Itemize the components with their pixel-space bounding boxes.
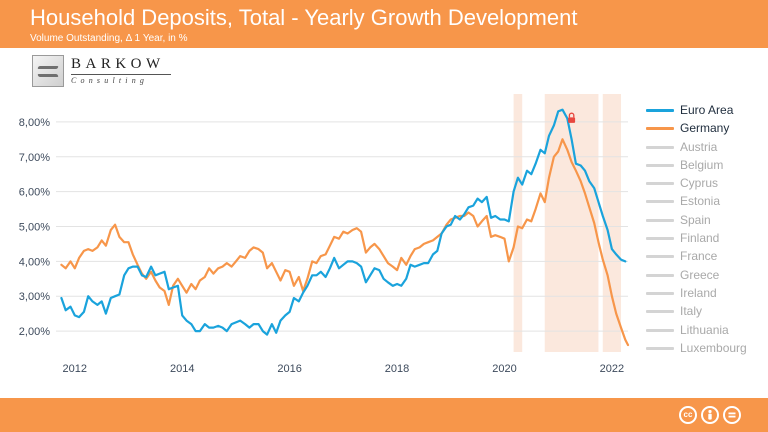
y-axis-ticks: 2,00% 3,00% 4,00% 5,00% 6,00% 7,00% 8,00%	[19, 117, 50, 338]
series-lines	[60, 108, 630, 347]
legend-label: Euro Area	[680, 103, 734, 117]
y-tick-label: 5,00%	[19, 221, 50, 233]
x-axis-ticks: 2012 2014 2016 2018 2020 2022	[63, 363, 625, 375]
legend-item-france[interactable]: France	[646, 248, 768, 266]
legend-label: Greece	[680, 267, 720, 282]
legend-item-lithuania[interactable]: Lithuania	[646, 322, 768, 340]
legend-label: Belgium	[680, 157, 724, 172]
legend-swatch	[646, 310, 674, 314]
x-tick-label: 2020	[492, 363, 516, 375]
legend-item-italy[interactable]: Italy	[646, 303, 768, 321]
legend-label: France	[680, 249, 718, 264]
legend-item-luxembourg[interactable]: Luxembourg	[646, 340, 768, 358]
x-tick-label: 2012	[63, 363, 87, 375]
logo-tagline: Consulting	[71, 76, 149, 85]
y-tick-label: 4,00%	[19, 256, 50, 268]
legend-item-estonia[interactable]: Estonia	[646, 193, 768, 211]
y-tick-label: 7,00%	[19, 152, 50, 164]
chart-subtitle: Volume Outstanding, Δ 1 Year, in %	[30, 33, 188, 44]
legend-label: Finland	[680, 231, 720, 246]
y-gridlines	[56, 121, 628, 332]
legend-item-ireland[interactable]: Ireland	[646, 285, 768, 303]
no-derivatives-icon	[723, 406, 741, 424]
shaded-period-2	[602, 94, 622, 352]
lock-icon	[568, 117, 576, 123]
legend-swatch	[646, 182, 674, 186]
legend-item-greece[interactable]: Greece	[646, 267, 768, 285]
legend-label: Austria	[680, 139, 718, 154]
legend-item-spain[interactable]: Spain	[646, 212, 768, 230]
legend-swatch	[646, 127, 674, 131]
x-tick-label: 2018	[385, 363, 409, 375]
x-tick-label: 2022	[600, 363, 624, 375]
legend-label: Ireland	[680, 285, 717, 300]
y-tick-label: 3,00%	[19, 291, 50, 303]
logo-rule	[71, 74, 171, 75]
barkow-logo: BARKOW Consulting	[30, 54, 175, 90]
y-tick-label: 2,00%	[19, 326, 50, 338]
legend-swatch	[646, 291, 674, 295]
legend-item-germany[interactable]: Germany	[646, 120, 768, 138]
shaded-periods	[513, 94, 622, 352]
series-line-euro-area	[60, 108, 627, 336]
shaded-period-0	[513, 94, 523, 352]
logo-mark-icon	[32, 55, 64, 87]
legend-label: Germany	[680, 121, 730, 136]
y-tick-label: 8,00%	[19, 117, 50, 129]
legend-swatch	[646, 237, 674, 241]
legend-swatch	[646, 218, 674, 222]
legend-item-cyprus[interactable]: Cyprus	[646, 175, 768, 193]
legend-swatch	[646, 200, 674, 204]
shaded-period-1	[544, 94, 599, 352]
legend-swatch	[646, 328, 674, 332]
chart-legend: Euro Area Germany Austria Belgium Cyprus Esto…	[646, 102, 768, 358]
legend-label: Estonia	[680, 194, 721, 209]
legend-swatch	[646, 109, 674, 112]
line-chart: 2,00% 3,00% 4,00% 5,00% 6,00% 7,00% 8,00% 2012…	[19, 94, 630, 375]
legend-label: Cyprus	[680, 176, 719, 191]
lock-marker	[568, 112, 576, 123]
legend-swatch	[646, 273, 674, 277]
y-tick-label: 6,00%	[19, 187, 50, 199]
cc-icon: cc	[679, 406, 697, 424]
legend-swatch	[646, 145, 674, 149]
header-banner: Household Deposits, Total - Yearly Growt…	[0, 0, 768, 48]
series-line-germany	[60, 138, 630, 347]
legend-label: Italy	[680, 304, 703, 319]
attribution-icon	[701, 406, 719, 424]
logo-name: BARKOW	[71, 56, 165, 72]
legend-label: Lithuania	[680, 322, 729, 337]
legend-swatch	[646, 346, 674, 350]
x-tick-label: 2016	[277, 363, 301, 375]
lock-shackle	[568, 112, 575, 118]
legend-swatch	[646, 255, 674, 259]
x-tick-label: 2014	[170, 363, 194, 375]
legend-label: Spain	[680, 212, 711, 227]
legend-label: Luxembourg	[680, 340, 747, 355]
legend-item-finland[interactable]: Finland	[646, 230, 768, 248]
legend-swatch	[646, 163, 674, 167]
chart-title: Household Deposits, Total - Yearly Growt…	[30, 5, 578, 30]
legend-item-belgium[interactable]: Belgium	[646, 157, 768, 175]
legend-item-austria[interactable]: Austria	[646, 139, 768, 157]
footer-banner: cc	[0, 398, 768, 432]
legend-item-euro-area[interactable]: Euro Area	[646, 102, 768, 120]
